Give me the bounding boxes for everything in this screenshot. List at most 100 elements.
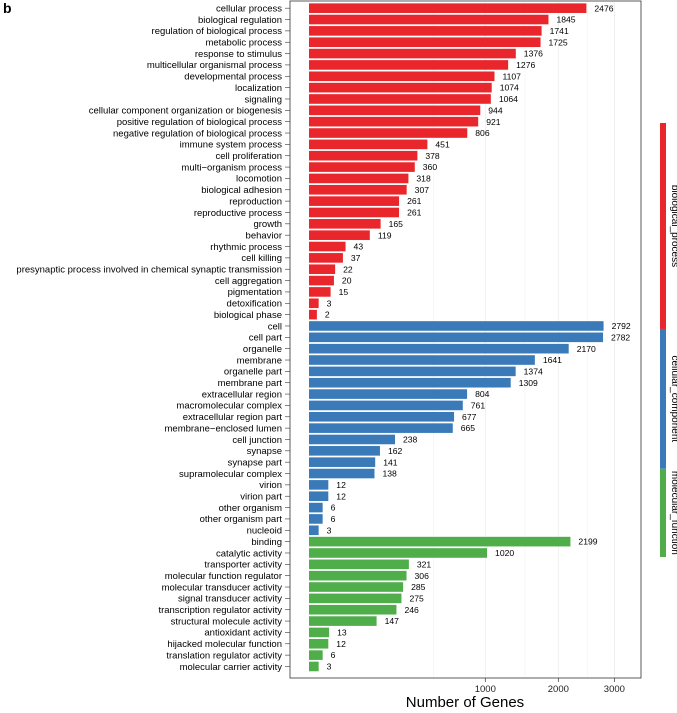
bar-biological-regulation <box>309 14 549 25</box>
bar-hijacked-molecular-function <box>309 638 329 649</box>
category-label: presynaptic process involved in chemical… <box>16 265 282 276</box>
category-label: cell proliferation <box>215 151 282 162</box>
value-label: 665 <box>461 423 476 433</box>
value-label: 2199 <box>578 537 597 547</box>
value-label: 285 <box>411 582 426 592</box>
bar-structural-molecule-activity <box>309 616 377 626</box>
value-label: 360 <box>423 162 438 172</box>
legend-bar-biological-process <box>660 123 666 329</box>
value-label: 944 <box>488 105 503 115</box>
bar-cell-aggregation <box>309 275 334 286</box>
x-tick-label: 2000 <box>548 684 569 695</box>
bar-cell-proliferation <box>309 150 418 161</box>
bar-membrane <box>309 355 535 365</box>
category-label: binding <box>251 537 282 548</box>
category-label: cell <box>268 321 282 332</box>
category-label: supramolecular complex <box>179 469 282 480</box>
category-label: response to stimulus <box>195 49 282 60</box>
category-label: catalytic activity <box>216 548 282 559</box>
value-label: 141 <box>383 457 398 467</box>
bar-metabolic-process <box>309 37 541 48</box>
legend-bar-cellular-component <box>660 328 666 469</box>
bar-behavior <box>309 230 370 240</box>
x-axis-ticks: 1000 2000 3000 <box>475 678 625 695</box>
bar-signaling <box>309 94 491 104</box>
bar-rhythmic-process <box>309 241 346 252</box>
category-label: detoxification <box>227 299 282 310</box>
x-tick-label: 1000 <box>475 684 496 695</box>
category-label: biological regulation <box>198 15 282 26</box>
category-label: behavior <box>246 230 282 241</box>
value-label: 3 <box>327 298 332 308</box>
category-label: molecular function regulator <box>165 571 282 582</box>
category-label: reproductive process <box>194 208 282 219</box>
category-label: membrane part <box>218 378 283 389</box>
value-label: 15 <box>339 287 349 297</box>
legend-label-molecular-function: molecular_function <box>669 471 677 555</box>
value-label: 37 <box>351 253 361 263</box>
category-label: hijacked molecular function <box>167 639 282 650</box>
category-label: virion <box>259 480 282 491</box>
bar-nucleoid <box>309 525 319 536</box>
bar-response-to-stimulus <box>309 48 516 59</box>
value-label: 677 <box>462 412 477 422</box>
category-label: transcription regulator activity <box>158 605 282 616</box>
category-label: immune system process <box>180 140 283 151</box>
value-label: 6 <box>331 503 336 513</box>
bar-transporter-activity <box>309 559 409 570</box>
category-label: metabolic process <box>205 38 282 49</box>
value-label: 318 <box>416 174 431 184</box>
bar-molecular-carrier-activity <box>309 661 319 672</box>
bar-molecular-transducer-activity <box>309 582 404 592</box>
category-label: growth <box>253 219 282 230</box>
value-label: 804 <box>475 389 490 399</box>
bar-regulation-of-biological-process <box>309 26 542 36</box>
value-label: 1741 <box>550 26 569 36</box>
value-label: 3 <box>327 525 332 535</box>
category-label: cell killing <box>241 253 282 264</box>
bar-macromolecular-complex <box>309 400 463 411</box>
value-label: 1074 <box>500 83 519 93</box>
category-label: biological adhesion <box>201 185 282 196</box>
category-label: extracellular region <box>202 389 282 400</box>
bar-organelle <box>309 343 569 354</box>
legend-label-biological-process: biological_process <box>669 185 677 267</box>
value-label: 22 <box>343 264 353 274</box>
category-label: nucleoid <box>247 526 282 537</box>
bar-membrane-part <box>309 377 511 388</box>
category-label: positive regulation of biological proces… <box>117 117 283 128</box>
bar-other-organism <box>309 502 323 513</box>
value-label: 1641 <box>543 355 562 365</box>
bar-cell-killing <box>309 253 343 263</box>
value-label: 138 <box>382 469 397 479</box>
value-label: 451 <box>435 139 450 149</box>
category-label: membrane−enclosed lumen <box>165 423 283 434</box>
bar-growth <box>309 219 381 229</box>
category-label: cell part <box>249 333 283 344</box>
bar-binding <box>309 536 571 547</box>
bar-extracellular-region <box>309 389 468 399</box>
value-label: 1845 <box>556 15 575 25</box>
bar-virion-part <box>309 491 329 502</box>
category-label: rhythmic process <box>210 242 282 253</box>
bar-molecular-function-regulator <box>309 570 407 581</box>
value-label: 1725 <box>549 37 568 47</box>
bar-reproduction <box>309 196 400 206</box>
value-label: 238 <box>403 435 418 445</box>
value-label: 20 <box>342 276 352 286</box>
value-label: 2476 <box>594 3 613 13</box>
category-label: locomotion <box>236 174 282 185</box>
value-label: 307 <box>415 185 430 195</box>
category-label: translation regulator activity <box>166 650 282 661</box>
category-label: developmental process <box>184 72 282 83</box>
bar-transcription-regulator-activity <box>309 604 397 615</box>
bar-cell <box>309 321 604 331</box>
bar-developmental-process <box>309 71 495 82</box>
value-label: 2782 <box>611 332 630 342</box>
legend-bar-molecular-function <box>660 468 666 557</box>
category-label: macromolecular complex <box>176 401 282 412</box>
value-label: 306 <box>415 571 430 581</box>
value-label: 1276 <box>516 60 535 70</box>
plot-frame <box>289 0 642 679</box>
category-label: biological phase <box>214 310 282 321</box>
